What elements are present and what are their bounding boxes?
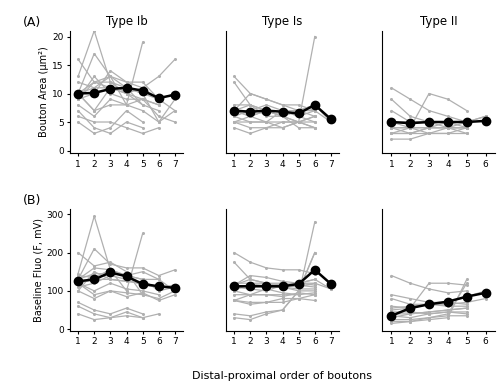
Y-axis label: Bouton Area (μm²): Bouton Area (μm²) xyxy=(40,47,50,137)
Text: (A): (A) xyxy=(22,16,41,29)
Text: (B): (B) xyxy=(22,194,41,207)
Title: Type II: Type II xyxy=(420,15,458,28)
Title: Type Ib: Type Ib xyxy=(106,15,148,28)
Title: Type Is: Type Is xyxy=(262,15,302,28)
Text: Distal-proximal order of boutons: Distal-proximal order of boutons xyxy=(192,371,372,381)
Y-axis label: Baseline Fluo (F, mV): Baseline Fluo (F, mV) xyxy=(34,218,43,322)
